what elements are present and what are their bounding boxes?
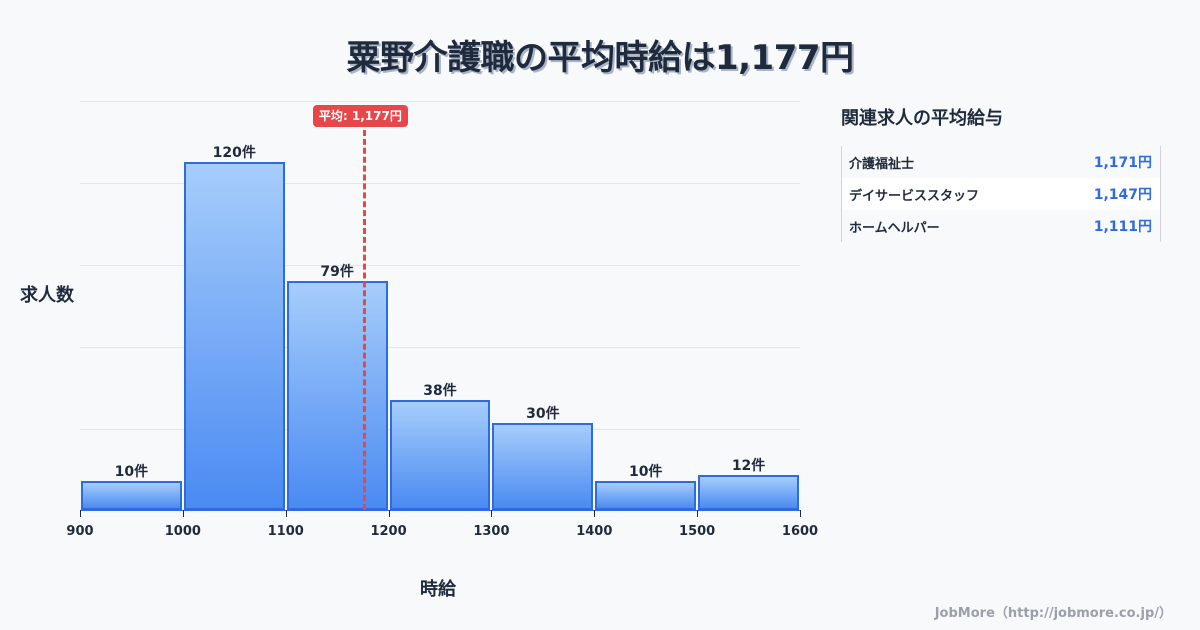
average-line [363,130,367,510]
bar-value-label: 38件 [423,382,457,399]
x-axis-label: 時給 [420,579,456,600]
related-jobs-title: 関連求人の平均給与 [841,108,1003,129]
grid-line [80,347,800,348]
footer-credit: JobMore（http://jobmore.co.jp/） [934,606,1172,621]
x-tick [388,510,390,517]
x-tick [285,510,287,517]
x-tick-label: 1300 [473,524,510,539]
y-axis-label: 求人数 [20,285,74,306]
grid-line [80,265,800,266]
histogram-bar [492,422,594,510]
related-job-row: ホームヘルパー 1,111円 [842,210,1160,242]
related-job-row: 介護福祉士 1,171円 [842,146,1160,178]
grid-line [80,183,800,184]
bar-value-label: 12件 [731,458,766,475]
chart-title: 粟野介護職の平均時給は1,177円 [346,38,854,78]
x-tick [80,510,81,517]
bar-value-label: 120件 [212,144,256,161]
x-tick [800,510,801,517]
x-tick-label: 1000 [164,524,201,539]
related-job-salary: 1,147円 [1093,187,1152,203]
x-tick-label: 1400 [576,524,613,539]
related-job-name: 介護福祉士 [849,156,915,172]
x-tick [697,510,699,517]
bar-value-label: 79件 [320,263,354,280]
x-tick [491,510,493,517]
x-tick [594,510,596,517]
bar-value-label: 30件 [526,405,560,422]
x-tick-label: 1200 [370,524,407,539]
x-tick-label: 900 [66,524,94,539]
histogram-bar [389,399,491,510]
x-tick-label: 1600 [781,524,819,539]
histogram-bar [595,481,697,510]
histogram-bar [81,481,182,510]
bar-value-label: 10件 [628,463,663,480]
x-axis-line [80,510,800,511]
plot-area: 10件 120件 79件 38件 30件 10件 12件 [80,101,800,510]
x-tick-label: 1100 [267,524,304,539]
related-job-name: ホームヘルパー [849,220,940,236]
x-tick [182,510,184,517]
related-job-name: デイサービススタッフ [849,188,980,204]
related-job-salary: 1,171円 [1093,155,1152,171]
histogram-bar [183,161,285,510]
histogram-bar [286,280,388,510]
x-tick-label: 1500 [679,524,716,539]
related-job-row: デイサービススタッフ 1,147円 [842,178,1160,210]
histogram-bar [698,475,799,510]
average-badge: 平均: 1,177円 [312,105,408,127]
related-jobs-table: 介護福祉士 1,171円 デイサービススタッフ 1,147円 ホームヘルパー 1… [841,146,1161,242]
bar-value-label: 10件 [114,463,149,480]
related-job-salary: 1,111円 [1093,219,1152,235]
grid-line [80,101,800,102]
